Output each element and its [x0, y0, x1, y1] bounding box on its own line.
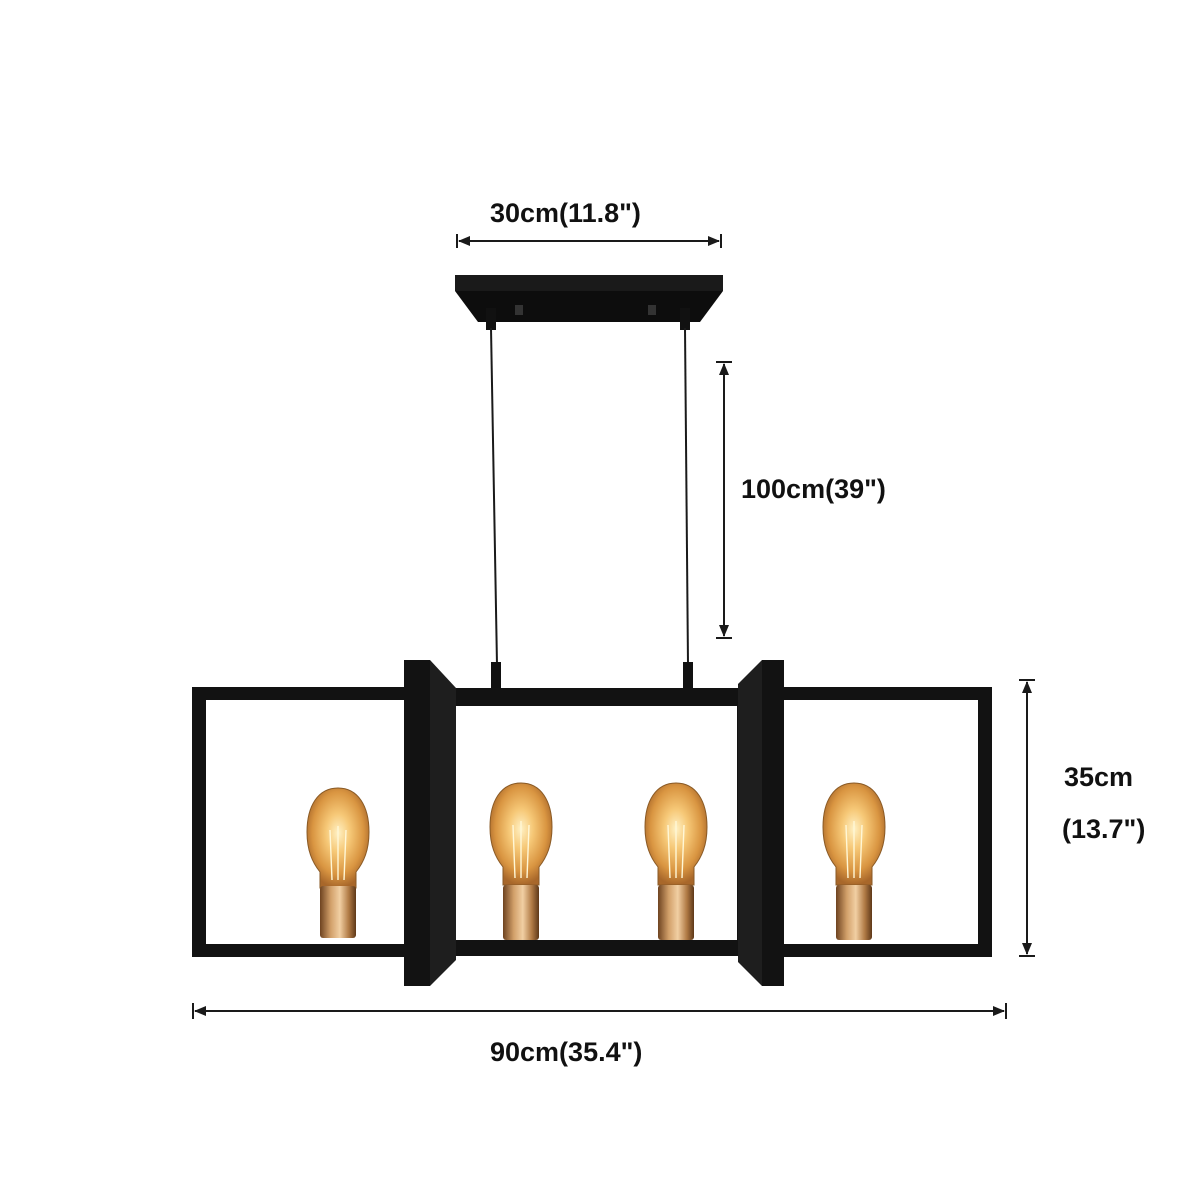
canopy-width-label: 30cm(11.8") [490, 198, 641, 228]
suspension-cables [490, 327, 693, 690]
edison-bulb-icon [306, 787, 370, 938]
edison-bulb-icon [644, 782, 708, 940]
double-arrow-icon [192, 1003, 1007, 1019]
edison-bulb-icon [822, 782, 886, 940]
total-length-label: 90cm(35.4") [490, 1037, 643, 1067]
edison-bulb-icon [489, 782, 553, 940]
double-arrow-icon [716, 361, 732, 639]
ceiling-canopy [455, 275, 723, 330]
frame-height-in-label: (13.7") [1062, 814, 1146, 844]
double-arrow-icon [456, 234, 722, 248]
drop-length-label: 100cm(39") [741, 474, 886, 504]
double-arrow-icon [1019, 679, 1035, 957]
frame-height-cm-label: 35cm [1064, 762, 1134, 792]
chandelier-frame [192, 660, 992, 986]
